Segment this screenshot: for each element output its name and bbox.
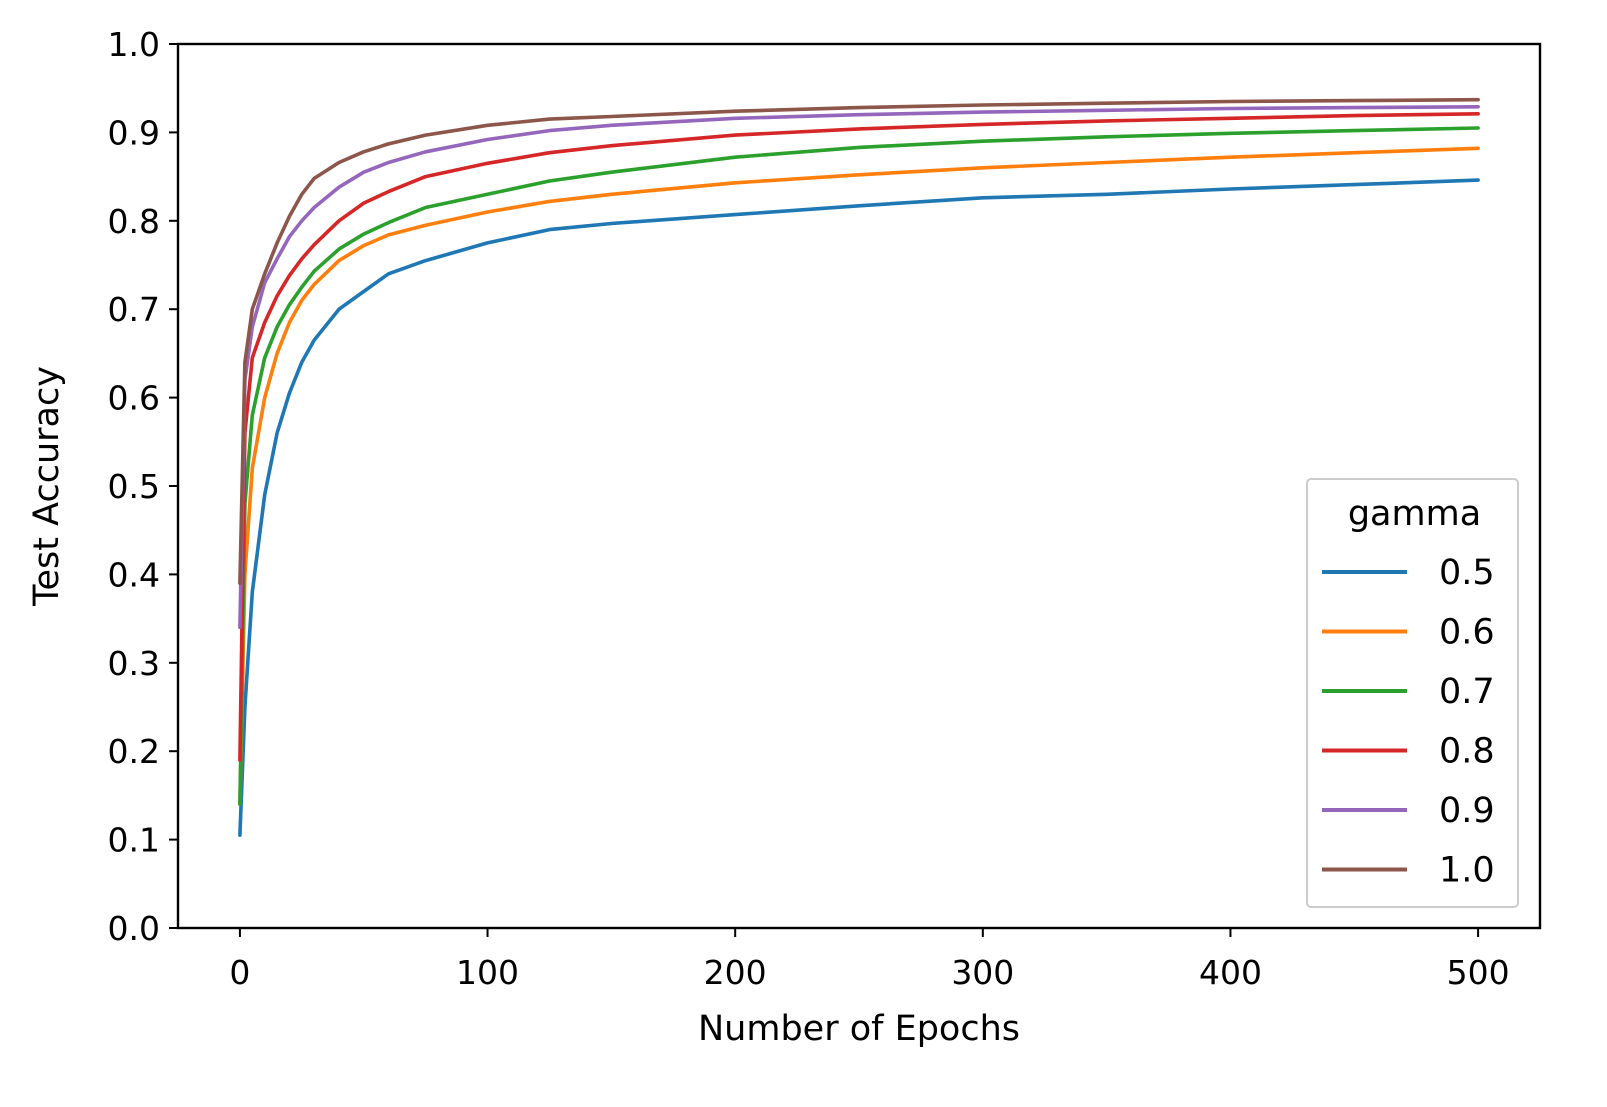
y-tick-label: 0.9	[108, 113, 160, 152]
series-line-0.5	[238, 178, 1480, 838]
x-tick-label: 400	[1199, 953, 1262, 992]
legend-label-0.6: 0.6	[1439, 613, 1495, 653]
plot-area: 0 100 200 300 400 500 0.00.10.20.30.40.50.60.…	[108, 25, 1542, 992]
legend-items: 0.5 0.6 0.7 0.8 0.9 1.0	[1322, 553, 1495, 891]
x-axis-label: Number of Epochs	[698, 1009, 1020, 1049]
y-axis-label: Test Accuracy	[27, 366, 67, 607]
legend: gamma 0.5 0.6 0.7 0.8 0.9 1.0	[1306, 478, 1519, 908]
legend-label-0.9: 0.9	[1439, 791, 1495, 831]
series-layer	[238, 97, 1480, 838]
series-line-1.0	[238, 97, 1480, 586]
y-tick-label: 0.3	[108, 644, 160, 683]
x-tick-label: 300	[951, 953, 1014, 992]
x-tick-label: 100	[456, 953, 519, 992]
y-tick-label: 0.8	[108, 202, 160, 241]
y-axis: 0.0 0.1 0.2 0.3 0.4 0.5 0.6 0.7 0.8 0.9 1.0	[108, 25, 178, 948]
y-tick-label: 1.0	[108, 25, 160, 64]
legend-title: gamma	[1348, 494, 1481, 534]
legend-label-1.0: 1.0	[1439, 851, 1495, 891]
x-tick-label: 200	[704, 953, 767, 992]
legend-label-0.7: 0.7	[1439, 672, 1495, 712]
series-line-0.7	[238, 126, 1480, 807]
y-tick-label: 0.1	[108, 821, 160, 860]
x-tick-label: 0	[229, 953, 250, 992]
y-tick-label: 0.2	[108, 732, 160, 771]
y-tick-label: 0.5	[108, 467, 160, 506]
legend-label-0.8: 0.8	[1439, 732, 1495, 772]
series-line-0.6	[238, 146, 1480, 807]
y-tick-label: 0.6	[108, 379, 160, 418]
y-tick-label: 0.4	[108, 555, 160, 594]
y-tick-label: 0.7	[108, 290, 160, 329]
y-tick-label: 0.0	[108, 909, 160, 948]
series-line-0.9	[238, 105, 1480, 630]
x-tick-label: 500	[1447, 953, 1510, 992]
legend-label-0.5: 0.5	[1439, 553, 1495, 593]
legend-box	[1306, 478, 1519, 908]
x-axis: 0 100 200 300 400 500	[229, 928, 1510, 992]
series-line-0.8	[238, 112, 1480, 762]
